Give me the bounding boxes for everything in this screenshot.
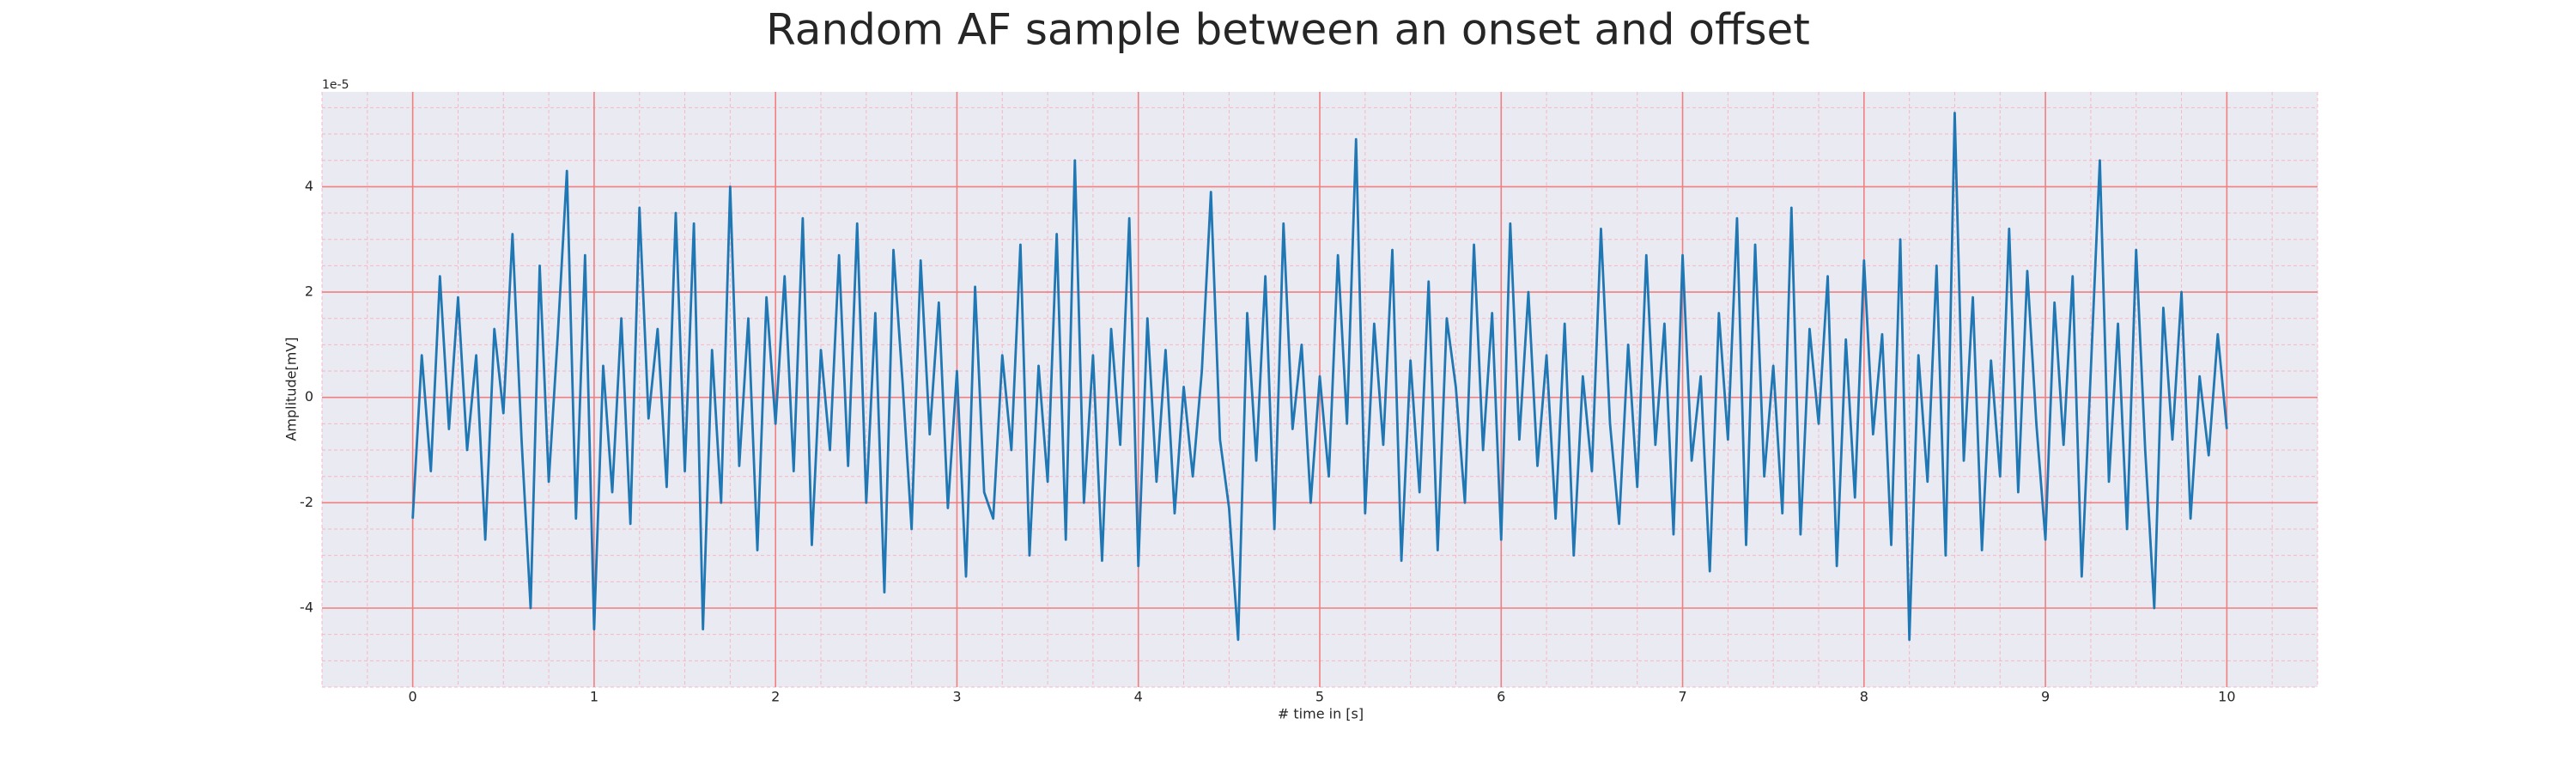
y-tick-label: -4 <box>300 600 313 616</box>
x-tick-label: 6 <box>1497 689 1505 705</box>
signal-line <box>411 112 2228 642</box>
chart-title: Random AF sample between an onset and of… <box>766 5 1810 55</box>
plot-area <box>321 92 2318 688</box>
y-axis-label: Amplitude[mV] <box>283 337 300 441</box>
x-tick-label: 8 <box>1860 689 1868 705</box>
x-tick-label: 10 <box>2218 689 2235 705</box>
x-tick-label: 9 <box>2041 689 2050 705</box>
x-tick-label: 3 <box>952 689 961 705</box>
x-axis-label: # time in [s] <box>1278 706 1364 722</box>
x-tick-label: 0 <box>409 689 417 705</box>
y-offset-label: 1e-5 <box>322 78 349 92</box>
y-tick-label: 4 <box>305 178 313 194</box>
x-tick-label: 1 <box>590 689 598 705</box>
x-tick-label: 2 <box>771 689 780 705</box>
x-tick-label: 7 <box>1678 689 1686 705</box>
x-tick-label: 5 <box>1315 689 1324 705</box>
x-tick-label: 4 <box>1134 689 1143 705</box>
y-tick-label: 2 <box>305 283 313 300</box>
y-tick-label: 0 <box>305 388 313 405</box>
y-tick-label: -2 <box>300 494 313 510</box>
